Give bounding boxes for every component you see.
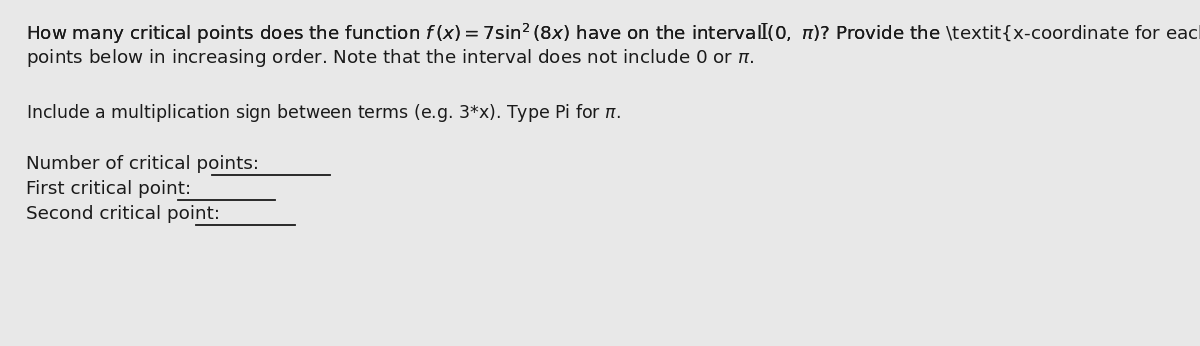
Text: Include a multiplication sign between terms (e.g. 3*x). Type Pi for $\pi$.: Include a multiplication sign between te…: [26, 102, 622, 124]
Text: points below in increasing order. Note that the interval does not include 0 or $: points below in increasing order. Note t…: [26, 47, 755, 69]
Text: Second critical point:: Second critical point:: [26, 205, 221, 223]
Text: I: I: [760, 22, 769, 44]
Text: How many critical points does the function $f\,(x) = 7\sin^2(8x)$ have on the in: How many critical points does the functi…: [26, 22, 942, 46]
Text: Number of critical points:: Number of critical points:: [26, 155, 259, 173]
Text: How many critical points does the function $f\,(x) = 7\sin^2(8x)$ have on the in: How many critical points does the functi…: [26, 22, 1200, 46]
Text: First critical point:: First critical point:: [26, 180, 192, 198]
